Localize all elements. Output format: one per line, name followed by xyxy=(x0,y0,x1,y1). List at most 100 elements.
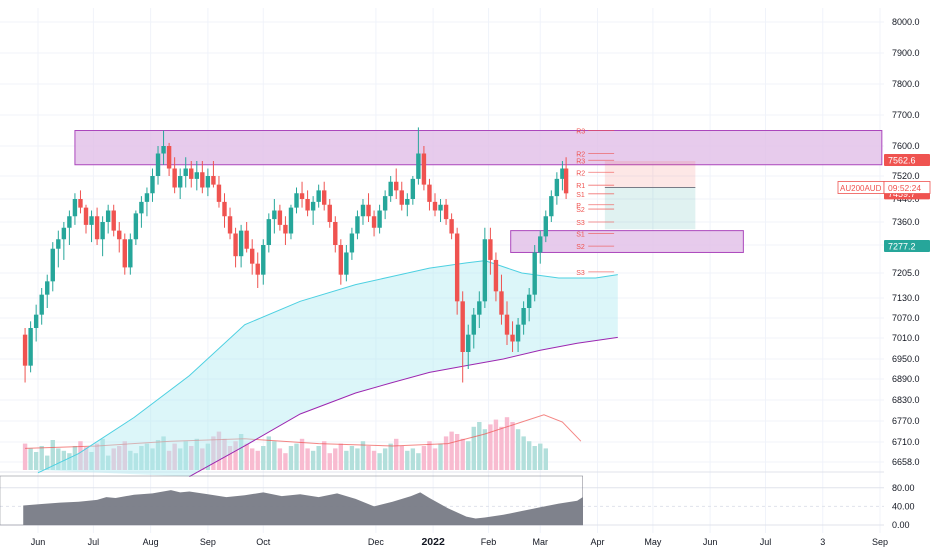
candle[interactable] xyxy=(28,321,33,373)
candle[interactable] xyxy=(177,168,183,200)
candle[interactable] xyxy=(438,199,443,222)
candle[interactable] xyxy=(382,190,388,220)
candle[interactable] xyxy=(144,187,150,217)
candle[interactable] xyxy=(166,142,172,176)
candle[interactable] xyxy=(526,288,532,322)
candle[interactable] xyxy=(563,157,569,199)
candle[interactable] xyxy=(266,213,272,253)
candle[interactable] xyxy=(388,176,393,202)
candle[interactable] xyxy=(305,190,310,217)
candle[interactable] xyxy=(194,161,199,191)
candle[interactable] xyxy=(122,233,127,275)
candle[interactable] xyxy=(139,196,144,228)
candle[interactable] xyxy=(322,181,327,211)
candle[interactable] xyxy=(233,227,238,268)
candle[interactable] xyxy=(538,230,543,264)
candle[interactable] xyxy=(294,187,299,214)
candle[interactable] xyxy=(410,176,416,205)
candle[interactable] xyxy=(50,242,55,292)
candle[interactable] xyxy=(454,227,460,315)
candle[interactable] xyxy=(432,193,438,217)
candle[interactable] xyxy=(172,157,177,194)
candle[interactable] xyxy=(493,252,499,302)
position-stop-area[interactable] xyxy=(604,161,696,188)
candle[interactable] xyxy=(299,181,305,208)
candle[interactable] xyxy=(94,207,100,245)
candle[interactable] xyxy=(377,204,382,234)
candle[interactable] xyxy=(45,274,50,308)
candle[interactable] xyxy=(128,233,133,275)
candle[interactable] xyxy=(399,181,404,211)
position-target-area[interactable] xyxy=(604,187,696,230)
candle[interactable] xyxy=(111,204,116,237)
candle[interactable] xyxy=(371,210,377,237)
candle[interactable] xyxy=(482,227,488,308)
candle[interactable] xyxy=(338,239,344,285)
candle[interactable] xyxy=(39,288,44,325)
candle[interactable] xyxy=(560,161,565,191)
candle[interactable] xyxy=(549,190,554,222)
candle[interactable] xyxy=(355,210,360,240)
candle[interactable] xyxy=(105,204,111,234)
position-tool-layer[interactable] xyxy=(604,161,696,230)
candle[interactable] xyxy=(366,193,371,222)
candle[interactable] xyxy=(183,157,188,188)
candle[interactable] xyxy=(100,216,105,257)
candle[interactable] xyxy=(554,172,560,205)
candle[interactable] xyxy=(515,318,521,352)
candle[interactable] xyxy=(216,176,222,208)
candle[interactable] xyxy=(360,199,366,225)
candle[interactable] xyxy=(277,204,283,231)
candle[interactable] xyxy=(477,291,482,328)
candle[interactable] xyxy=(344,245,349,282)
candle[interactable] xyxy=(532,245,537,302)
candle[interactable] xyxy=(72,193,78,225)
candle[interactable] xyxy=(61,222,67,260)
candle[interactable] xyxy=(488,227,493,275)
candle[interactable] xyxy=(499,274,504,325)
candle[interactable] xyxy=(189,161,194,188)
candle[interactable] xyxy=(283,216,288,245)
candle[interactable] xyxy=(244,222,249,253)
candle[interactable] xyxy=(117,222,122,253)
candle[interactable] xyxy=(89,210,94,243)
candle[interactable] xyxy=(227,207,233,240)
candle[interactable] xyxy=(405,193,410,217)
candle[interactable] xyxy=(504,301,510,345)
candle[interactable] xyxy=(211,161,216,188)
candle[interactable] xyxy=(416,127,421,185)
candle[interactable] xyxy=(333,216,338,253)
candle[interactable] xyxy=(222,193,227,228)
candle[interactable] xyxy=(133,210,139,246)
candle[interactable] xyxy=(521,301,526,335)
candle[interactable] xyxy=(394,168,399,200)
candle[interactable] xyxy=(78,190,83,214)
candle[interactable] xyxy=(327,199,332,228)
candle[interactable] xyxy=(255,252,260,288)
candle[interactable] xyxy=(22,328,28,383)
candle[interactable] xyxy=(421,146,427,191)
candle[interactable] xyxy=(272,199,277,234)
candle[interactable] xyxy=(288,204,294,240)
candle[interactable] xyxy=(83,204,89,234)
candle[interactable] xyxy=(56,230,61,268)
candle[interactable] xyxy=(261,239,266,285)
candle[interactable] xyxy=(310,196,316,225)
candle[interactable] xyxy=(349,227,355,260)
candle[interactable] xyxy=(155,146,161,185)
candle[interactable] xyxy=(510,321,515,352)
candles-layer[interactable] xyxy=(22,127,569,383)
candle[interactable] xyxy=(238,224,244,268)
time-axis[interactable]: Jun Jul Aug Sep Oct Dec 2022 Feb Mar Apr May Jun Jul… xyxy=(31,536,888,548)
candle[interactable] xyxy=(67,210,72,246)
candle[interactable] xyxy=(249,239,255,275)
candle[interactable] xyxy=(443,199,449,225)
candle[interactable] xyxy=(161,130,166,165)
candle[interactable] xyxy=(471,308,476,349)
candle[interactable] xyxy=(543,210,548,243)
candle[interactable] xyxy=(33,304,39,342)
candle[interactable] xyxy=(449,213,454,240)
candle[interactable] xyxy=(200,161,205,194)
